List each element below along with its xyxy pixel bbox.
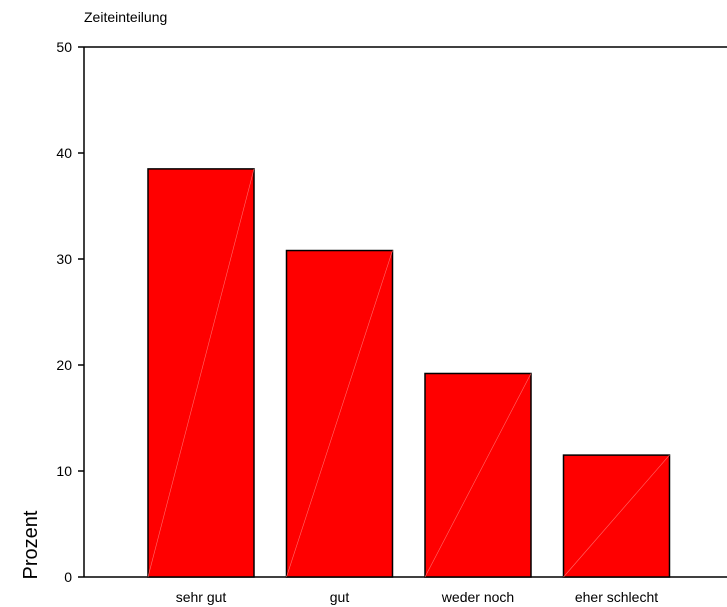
y-tick-label: 0 (64, 569, 72, 585)
x-tick-label: sehr gut (176, 589, 227, 605)
y-tick-label: 40 (56, 145, 72, 161)
bar-shade-line (286, 250, 393, 578)
y-tick-label: 50 (56, 39, 72, 55)
y-tick-label: 10 (56, 463, 72, 479)
chart-title: Zeiteinteilung (84, 9, 167, 25)
y-tick-label: 20 (56, 357, 72, 373)
x-tick-label: weder noch (441, 589, 514, 605)
x-tick-label: eher schlecht (575, 589, 658, 605)
bar-shade-line (563, 454, 670, 578)
x-tick-label: gut (330, 589, 350, 605)
bar-shade-line (147, 168, 255, 578)
plot-area: 0 10 20 30 40 50 sehr gut gut weder noch eher sch… (56, 39, 727, 605)
y-tick-label: 30 (56, 251, 72, 267)
bar-shade-line (424, 373, 532, 578)
y-axis-label: Prozent (20, 510, 42, 579)
